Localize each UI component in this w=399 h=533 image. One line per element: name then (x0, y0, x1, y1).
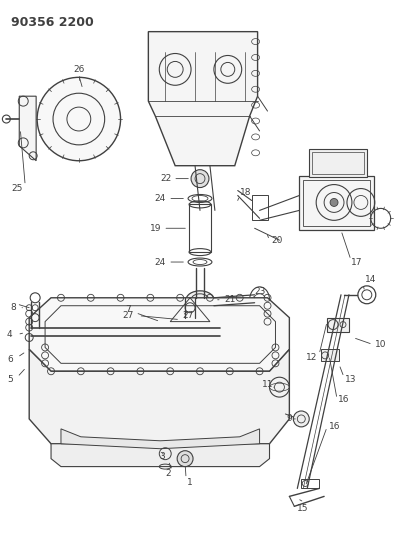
Text: 16: 16 (338, 394, 350, 403)
Text: 10: 10 (375, 340, 387, 349)
Text: 90356 2200: 90356 2200 (11, 16, 94, 29)
Text: 13: 13 (345, 375, 357, 384)
Bar (303, 180, 370, 227)
Text: 3: 3 (159, 452, 165, 461)
Bar (327, 318, 349, 332)
Circle shape (177, 451, 193, 466)
Polygon shape (61, 429, 260, 449)
Polygon shape (29, 298, 289, 372)
Text: 21: 21 (224, 295, 235, 304)
Bar (189, 205, 211, 252)
Text: 14: 14 (365, 276, 377, 285)
Polygon shape (29, 350, 289, 444)
Text: 24: 24 (155, 194, 166, 203)
Polygon shape (51, 444, 269, 466)
Polygon shape (148, 31, 258, 166)
Text: 16: 16 (329, 422, 341, 431)
Text: 1: 1 (187, 478, 193, 487)
Bar (312, 152, 364, 174)
Text: 8: 8 (10, 303, 16, 312)
Text: 27: 27 (182, 311, 194, 320)
Circle shape (330, 198, 338, 206)
Bar (301, 479, 319, 488)
Circle shape (37, 77, 120, 161)
Bar (299, 176, 374, 230)
Bar (309, 149, 367, 176)
Text: 7: 7 (126, 305, 131, 314)
Circle shape (191, 169, 209, 188)
Text: 17: 17 (351, 257, 363, 266)
Text: 6: 6 (8, 355, 13, 364)
Bar (252, 196, 267, 220)
Circle shape (293, 411, 309, 427)
Text: 12: 12 (306, 353, 317, 362)
Text: 18: 18 (240, 188, 251, 197)
Text: 26: 26 (73, 65, 85, 74)
Text: 19: 19 (150, 224, 161, 233)
Ellipse shape (186, 291, 214, 309)
Text: 24: 24 (155, 257, 166, 266)
Text: 27: 27 (123, 311, 134, 320)
Bar (321, 350, 339, 361)
Text: 15: 15 (296, 504, 308, 513)
Text: 25: 25 (12, 184, 23, 193)
Polygon shape (19, 96, 36, 161)
Text: 22: 22 (161, 174, 172, 183)
Text: 4: 4 (6, 330, 12, 339)
Text: 5: 5 (8, 375, 13, 384)
Text: 11: 11 (262, 379, 273, 389)
Text: 23: 23 (254, 287, 265, 296)
Text: 9: 9 (286, 415, 292, 423)
Text: 20: 20 (272, 236, 283, 245)
Text: 2: 2 (166, 469, 171, 478)
